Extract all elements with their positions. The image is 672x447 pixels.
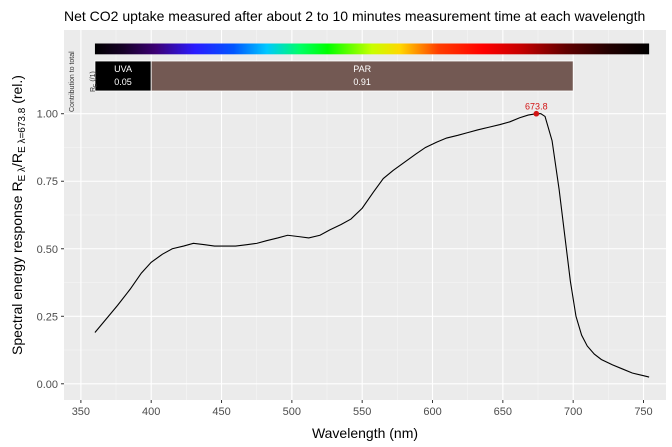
x-tick-label: 700 <box>564 406 582 418</box>
chart-title: Net CO2 uptake measured after about 2 to… <box>64 8 645 24</box>
band-label: UVA <box>114 64 132 74</box>
x-tick-label: 350 <box>72 406 90 418</box>
band-value: 0.05 <box>114 77 132 87</box>
side-label: Contribution to total <box>69 51 76 112</box>
x-tick-label: 400 <box>142 406 160 418</box>
grid <box>64 30 666 400</box>
band-value: 0.91 <box>353 77 371 87</box>
x-tick-label: 500 <box>283 406 301 418</box>
x-tick-label: 550 <box>353 406 371 418</box>
band-uva <box>94 60 152 92</box>
y-tick-label: 0.00 <box>37 379 58 391</box>
peak-label: 673.8 <box>525 102 548 112</box>
y-axis: 0.00 0.25 0.50 0.75 1.00 <box>37 109 64 391</box>
band-annotations: UVA 0.05 PAR 0.91 <box>94 60 574 92</box>
series-line <box>94 113 650 378</box>
x-tick-label: 750 <box>634 406 652 418</box>
y-tick-label: 0.50 <box>37 244 58 256</box>
x-axis-title: Wavelength (nm) <box>312 425 418 441</box>
side-label-re: RE (/1) <box>90 71 99 92</box>
band-label: PAR <box>353 64 371 74</box>
band-par <box>150 60 574 92</box>
peak-point <box>533 110 540 117</box>
y-tick-label: 1.00 <box>37 109 58 121</box>
x-tick-label: 650 <box>494 406 512 418</box>
x-tick-label: 600 <box>423 406 441 418</box>
y-tick-label: 0.25 <box>37 311 58 323</box>
y-axis-title: Spectral energy response RE λ/RE λ=673.8… <box>9 75 28 355</box>
spectrum-bar <box>94 43 650 55</box>
x-axis: 350 400 450 500 550 600 650 700 750 <box>72 400 653 418</box>
x-tick-label: 450 <box>212 406 230 418</box>
y-tick-label: 0.75 <box>37 176 58 188</box>
